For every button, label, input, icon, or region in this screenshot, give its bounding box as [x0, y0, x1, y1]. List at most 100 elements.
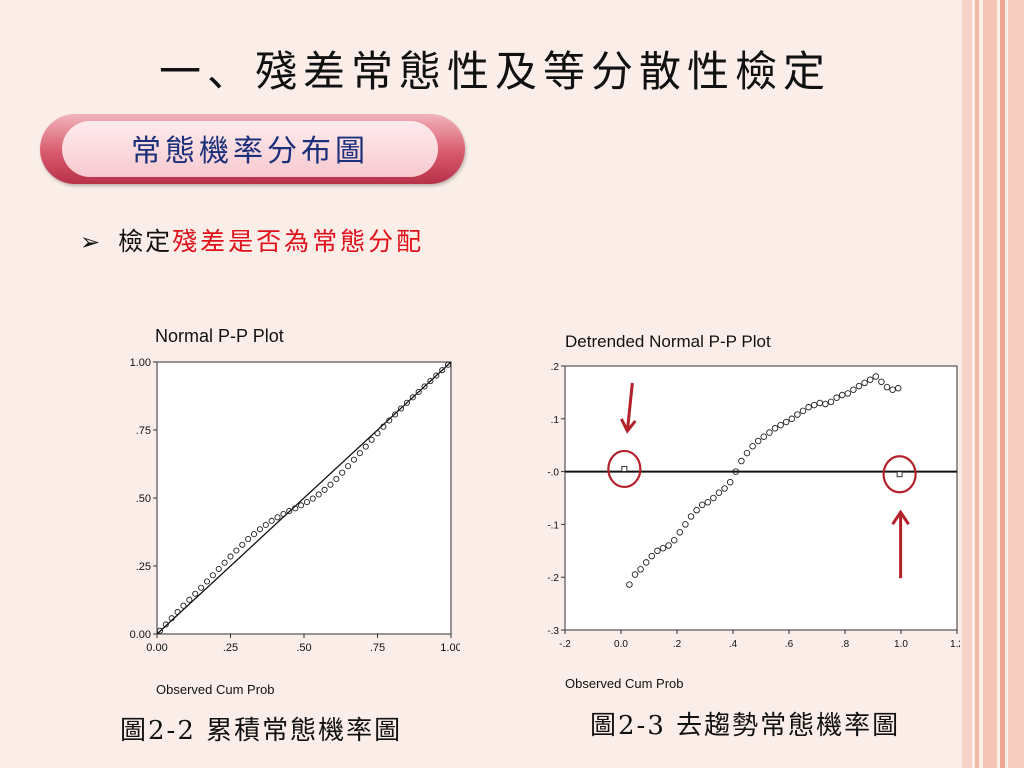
data-point [855, 382, 863, 390]
data-point [209, 572, 216, 579]
x-tick-label: 1.2 [950, 639, 960, 650]
x-tick-label: 1.00 [440, 642, 460, 654]
x-tick-label: .75 [370, 642, 385, 654]
x-tick-label: -.2 [559, 639, 571, 650]
data-point [883, 383, 891, 391]
data-point [186, 596, 193, 603]
data-point [642, 559, 650, 566]
data-point [368, 436, 375, 443]
plot-area [564, 365, 958, 631]
data-point [439, 367, 446, 374]
data-point [754, 437, 762, 445]
red-arrow-down [625, 382, 634, 432]
section-label: 常態機率分布圖 [131, 134, 369, 169]
highlight-circle [607, 449, 642, 489]
data-point [687, 513, 695, 520]
data-point [239, 541, 246, 548]
data-point [221, 559, 228, 566]
data-point [298, 502, 305, 509]
data-point [738, 457, 745, 465]
pp-plot-xlabel: Observed Cum Prob [156, 682, 275, 697]
data-point [198, 584, 205, 591]
x-tick-label: 0.00 [146, 642, 167, 654]
data-point [743, 449, 751, 457]
data-point [777, 421, 784, 429]
bullet-text: 檢定 [118, 227, 173, 256]
y-tick-label: 1.00 [130, 357, 151, 369]
data-point [771, 425, 779, 432]
data-point [866, 376, 874, 383]
section-label-pill-inner [62, 121, 438, 177]
data-point [321, 486, 328, 493]
figure-caption-right: 圖2-3 去趨勢常態機率圖 [590, 711, 901, 741]
data-point [698, 501, 706, 509]
data-point [174, 608, 181, 616]
highlight-circle [882, 455, 917, 494]
data-point [749, 443, 756, 450]
data-point [303, 499, 310, 506]
data-point [850, 386, 857, 394]
data-point [872, 373, 880, 380]
data-point [810, 401, 818, 409]
data-point [648, 552, 656, 560]
data-point [415, 388, 422, 395]
x-tick-label: .4 [729, 639, 738, 650]
data-point [327, 481, 334, 488]
data-point [670, 536, 678, 544]
data-point [433, 372, 440, 379]
data-point [168, 615, 175, 622]
y-tick-label: .2 [551, 362, 560, 373]
x-tick-label: 0.0 [614, 639, 628, 650]
data-point [833, 394, 840, 401]
data-point [156, 627, 163, 634]
x-tick-label: .2 [673, 639, 682, 650]
data-point [292, 505, 299, 512]
y-tick-label: .75 [136, 425, 151, 437]
data-point [362, 443, 369, 450]
decor-stripe [1008, 0, 1024, 768]
data-point [286, 508, 293, 515]
data-point [654, 547, 661, 555]
y-tick-label: -.3 [547, 626, 559, 637]
bullet-item: ➢ 檢定殘差是否為常態分配 [80, 222, 424, 258]
bullet-highlight: 殘差是否為常態分配 [172, 227, 425, 256]
data-point [203, 578, 211, 585]
data-point [339, 469, 346, 476]
data-point [827, 398, 835, 406]
data-point [309, 495, 316, 502]
data-point [350, 456, 358, 463]
data-point [760, 433, 768, 441]
slide-title: 一、殘差常態性及等分散性檢定 [158, 47, 831, 96]
data-point [782, 418, 790, 426]
data-point [274, 514, 281, 521]
x-tick-label: 1.0 [894, 639, 908, 650]
data-point [676, 529, 684, 536]
data-point [704, 498, 712, 506]
data-point [162, 621, 169, 628]
data-point [805, 403, 812, 411]
normal-pp-plot: 0.000.00 .25 .25 .50 .50 .75 .75 1.00 1.00 [130, 357, 460, 654]
outlier-point [621, 466, 628, 472]
data-point [766, 429, 773, 436]
data-point [421, 383, 428, 390]
red-arrow-up-head [891, 509, 910, 526]
data-point [710, 494, 717, 502]
data-point [409, 394, 416, 401]
decor-stripe [1000, 0, 1005, 768]
data-point [403, 399, 410, 406]
data-point [631, 571, 639, 578]
y-tick-label: -.0 [547, 468, 559, 479]
detrended-plot-xlabel: Observed Cum Prob [565, 676, 684, 691]
data-point [280, 510, 287, 518]
data-point [268, 517, 275, 524]
decor-stripe [975, 0, 979, 768]
data-point [626, 581, 633, 588]
reference-line [156, 361, 452, 635]
data-point [427, 377, 434, 385]
data-point [180, 602, 187, 609]
data-point [245, 536, 252, 543]
data-point [345, 463, 352, 470]
data-point [844, 390, 852, 397]
data-point [788, 415, 796, 423]
y-tick-label: .1 [551, 415, 560, 426]
